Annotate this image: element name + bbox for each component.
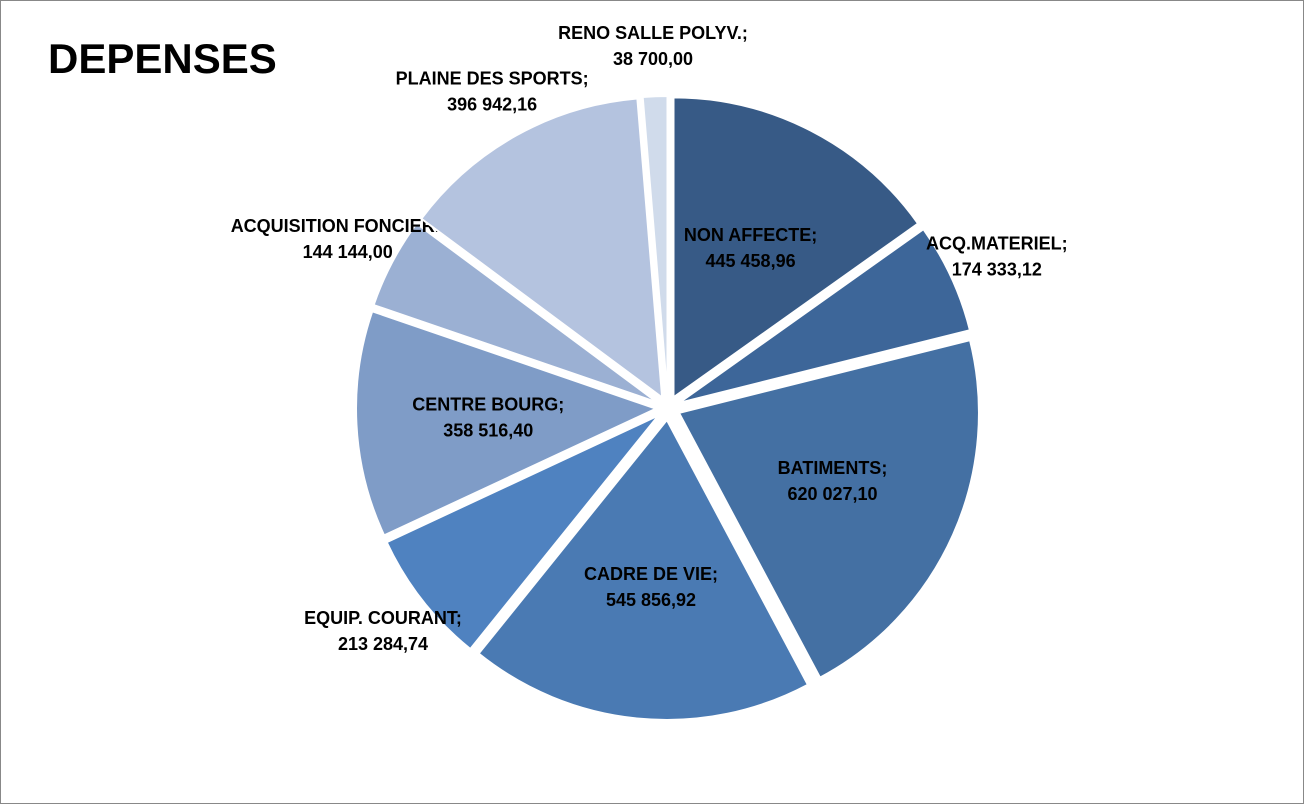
slice-value: 144 144,00 [303,242,393,262]
slice-label: CENTRE BOURG; [412,394,564,414]
slice-value: 358 516,40 [443,420,533,440]
pie-slice [477,418,810,721]
slice-value: 545 856,92 [606,590,696,610]
pie-slice [419,97,664,400]
slice-label: EQUIP. COURANT; [304,608,462,628]
slice-value: 445 458,96 [706,251,796,271]
slice-label: ACQ.MATERIEL; [926,233,1068,253]
slice-value: 396 942,16 [447,94,537,114]
slice-value: 174 333,12 [952,259,1042,279]
slice-value: 620 027,10 [787,484,877,504]
slice-label: BATIMENTS; [778,458,888,478]
slice-label: ACQUISITION FONCIERES; [231,216,465,236]
pie-slice [641,95,669,397]
pie-slice [672,96,920,400]
pie-slice [355,309,659,537]
chart-title: DEPENSES [48,35,277,82]
slice-label: RENO SALLE POLYV.; [558,23,748,43]
slice-label: NON AFFECTE; [684,225,817,245]
pie-slice [372,222,658,404]
slice-label: CADRE DE VIE; [584,564,718,584]
pie-slice [385,414,660,651]
slice-value: 38 700,00 [613,49,693,69]
slice-label: PLAINE DES SPORTS; [396,68,589,88]
slice-value: 213 284,74 [338,634,428,654]
pie-slice [678,227,972,404]
pie-slice [677,338,980,680]
